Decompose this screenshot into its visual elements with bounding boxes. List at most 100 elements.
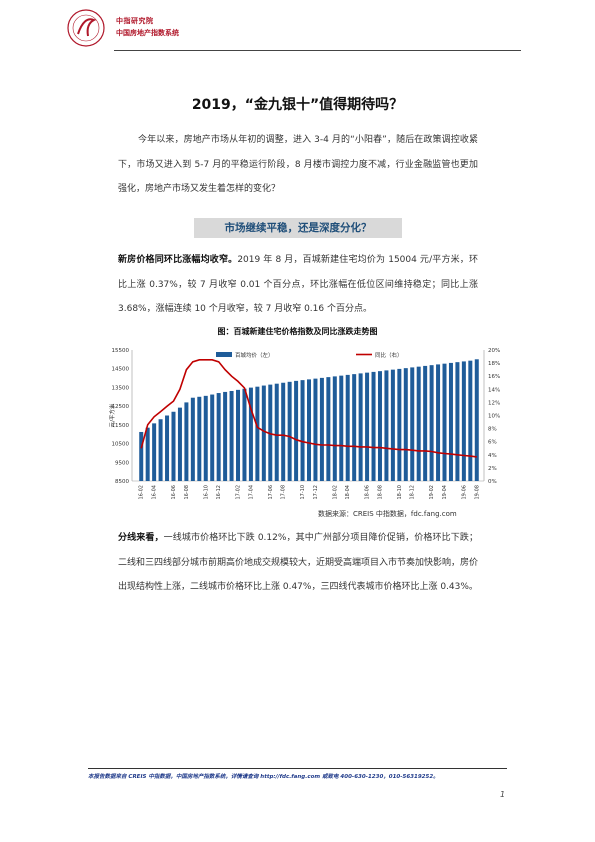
chart-bar [203, 395, 208, 481]
org-subtitle: 中国房地产指数系统 [116, 29, 179, 37]
y-tick-label: 8500 [115, 479, 129, 485]
x-tick-label: 18-04 [345, 485, 351, 500]
y-tick-label: 12500 [112, 404, 130, 410]
x-tick-label: 16-06 [171, 485, 177, 500]
x-tick-label: 16-12 [216, 485, 222, 500]
price-paragraph-lead: 新房价格同环比涨幅均收窄。 [118, 255, 238, 265]
y-axis-label: 元/平方米 [108, 403, 116, 427]
y2-tick-label: 14% [488, 387, 500, 393]
price-paragraph-text: 2019 年 8 月，百城新建住宅均价为 15004 元/平方米，环比上涨 0.… [118, 255, 478, 314]
chart-bar [390, 369, 395, 481]
page-number: 1 [500, 790, 506, 799]
chart-bar [461, 361, 466, 481]
y2-tick-label: 8% [488, 427, 497, 433]
chart-bar [377, 371, 382, 481]
price-index-chart: 8500 9500 10500 11500 12500 13500 14500 15500 0%… [108, 348, 500, 500]
chart-bar [371, 371, 376, 481]
x-tick-label: 19-08 [474, 485, 480, 500]
section-heading: 市场继续平稳，还是深度分化？ [194, 218, 402, 238]
chart-bar [229, 390, 234, 481]
y-tick-label: 13500 [112, 385, 130, 391]
price-paragraph: 新房价格同环比涨幅均收窄。2019 年 8 月，百城新建住宅均价为 15004 … [118, 248, 478, 322]
chart-bar [287, 381, 292, 481]
legend-label-bar: 百城均价（左） [235, 351, 274, 359]
chart-bar [152, 423, 157, 481]
x-tick-label: 16-02 [139, 485, 145, 500]
x-tick-label: 18-08 [377, 485, 383, 500]
x-tick-label: 16-10 [203, 485, 209, 500]
chart-bar [171, 411, 176, 481]
chart-bar [345, 374, 350, 481]
chart-bar [210, 394, 215, 481]
chart-bar [403, 368, 408, 481]
tier-paragraph-lead: 分线来看， [118, 533, 164, 543]
chart-bar [236, 389, 241, 481]
chart-bar [429, 365, 434, 481]
chart-bar [139, 431, 144, 481]
chart-bar [326, 377, 331, 481]
x-tick-label: 16-08 [184, 485, 190, 500]
chart-bar [261, 385, 266, 481]
chart-bar [423, 365, 428, 481]
x-tick-label: 18-02 [332, 485, 338, 500]
legend-label-line: 同比（右） [375, 351, 403, 359]
chart-bar [416, 366, 421, 481]
chart-bar [281, 382, 286, 481]
x-tick-label: 19-04 [442, 485, 448, 500]
legend-swatch-bar [216, 352, 232, 357]
y2-tick-label: 18% [488, 361, 500, 367]
x-tick-label: 17-06 [268, 485, 274, 500]
x-tick-label: 17-08 [281, 485, 287, 500]
x-tick-label: 17-02 [236, 485, 242, 500]
footer-divider [88, 768, 507, 769]
chart-bar [410, 367, 415, 481]
chart-bar [319, 377, 324, 481]
x-tick-label: 17-04 [248, 485, 254, 500]
tier-paragraph: 分线来看，一线城市价格环比下跌 0.12%，其中广州部分项目降价促销，价格环比下… [118, 526, 478, 600]
y2-tick-label: 2% [488, 466, 497, 472]
chart-bar [158, 419, 163, 481]
chart-bar [294, 380, 299, 481]
chart-bar [332, 376, 337, 481]
chart-bar [268, 384, 273, 481]
chart-bar [177, 407, 182, 481]
chart-bar [190, 397, 195, 481]
y-tick-label: 10500 [112, 442, 130, 448]
x-tick-label: 19-02 [429, 485, 435, 500]
x-tick-label: 18-12 [410, 485, 416, 500]
y2-tick-label: 10% [488, 414, 500, 420]
chart-bar [442, 363, 447, 481]
y2-tick-label: 20% [488, 348, 500, 354]
chart-bar [313, 378, 318, 481]
y-tick-label: 11500 [112, 423, 130, 429]
x-tick-label: 18-06 [365, 485, 371, 500]
tier-paragraph-text: 一线城市价格环比下跌 0.12%，其中广州部分项目降价促销，价格环比下跌；二线和… [118, 533, 479, 592]
header-divider [114, 50, 521, 51]
intro-paragraph: 今年以来，房地产市场从年初的调整，进入 3-4 月的“小阳春”，随后在政策调控收… [118, 135, 478, 194]
chart-bar [448, 362, 453, 481]
chart-bar [255, 386, 260, 481]
y2-tick-label: 12% [488, 400, 500, 406]
x-tick-label: 17-12 [313, 485, 319, 500]
org-logo [67, 9, 105, 47]
chart-bar [216, 393, 221, 481]
y-tick-label: 9500 [115, 460, 129, 466]
data-source: 数据来源：CREIS 中指数据，fdc.fang.com [318, 510, 457, 518]
chart-bar [184, 402, 189, 481]
x-tick-label: 17-10 [300, 485, 306, 500]
chart-bar [300, 380, 305, 481]
y-tick-label: 14500 [112, 367, 130, 373]
chart-bar [197, 396, 202, 481]
chart-bar [274, 383, 279, 481]
chart-bar [242, 388, 247, 481]
footer-note: 本报告数据来自 CREIS 中指数据，中国房地产指数系统，详情请查询 http:… [88, 774, 439, 780]
x-tick-label: 18-10 [397, 485, 403, 500]
chart-bar [358, 373, 363, 481]
chart-bar [339, 375, 344, 481]
page-title: 2019，“金九银十”值得期待吗？ [191, 97, 404, 113]
chart-bar [306, 379, 312, 481]
chart-bar [397, 368, 402, 481]
chart-bar [145, 427, 150, 481]
chart-title: 图：百城新建住宅价格指数及同比涨跌走势图 [217, 327, 378, 336]
chart-bar [384, 370, 389, 481]
